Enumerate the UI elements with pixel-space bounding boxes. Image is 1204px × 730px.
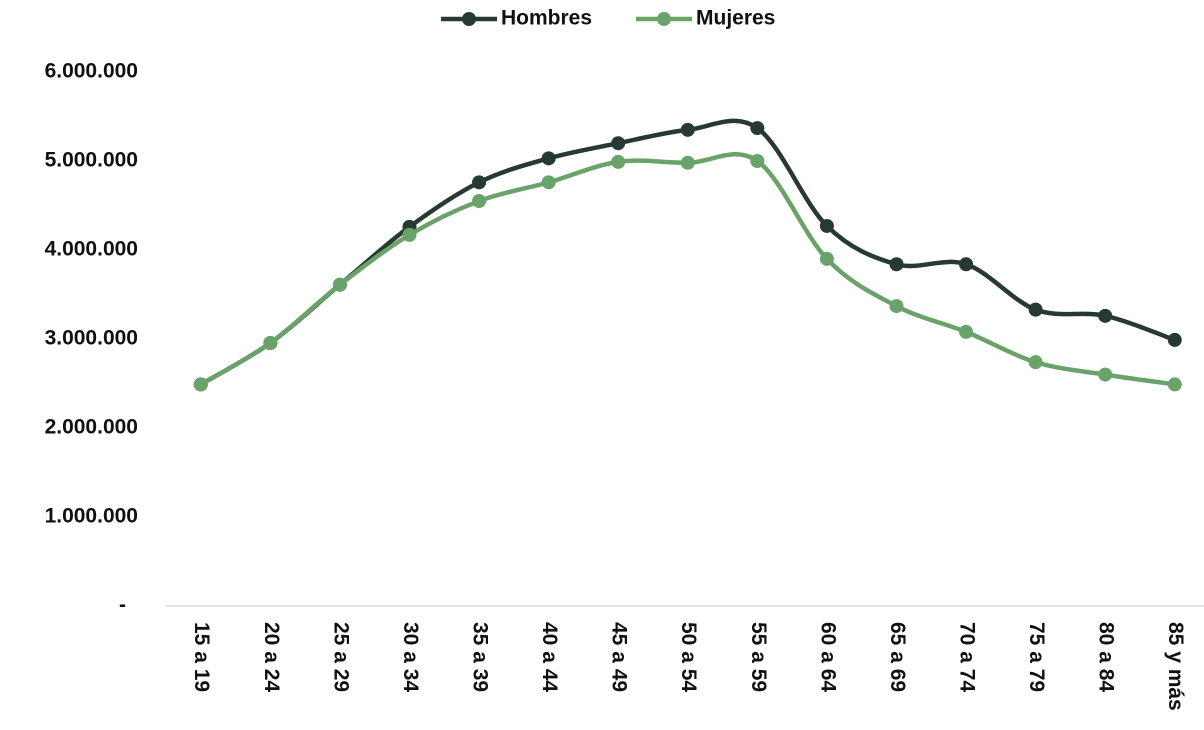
data-point (541, 151, 556, 166)
data-point (332, 277, 347, 292)
data-point (1167, 332, 1182, 347)
data-point (611, 154, 626, 169)
y-tick-label: 5.000.000 (45, 149, 138, 172)
data-point (1028, 302, 1043, 317)
y-tick-label: 3.000.000 (45, 327, 138, 350)
data-point (959, 324, 974, 339)
data-point (611, 136, 626, 151)
x-tick-label: 55 a 59 (747, 622, 770, 692)
data-point (680, 155, 695, 170)
data-point (750, 154, 765, 168)
data-point (1028, 355, 1043, 370)
x-tick-label: 15 a 19 (190, 622, 213, 692)
x-tick-label: 35 a 39 (469, 622, 492, 692)
data-point (959, 257, 974, 272)
data-point (1098, 308, 1113, 323)
x-tick-label: 85 y más (1164, 622, 1187, 711)
data-point (472, 194, 487, 209)
data-point (680, 122, 695, 137)
x-tick-label: 75 a 79 (1025, 622, 1048, 692)
x-tick-label: 45 a 49 (608, 622, 631, 692)
data-point (263, 336, 278, 351)
x-tick-label: 30 a 34 (399, 622, 422, 692)
data-point (472, 175, 487, 190)
data-point (1167, 377, 1182, 392)
data-point (541, 175, 556, 190)
y-tick-label: 2.000.000 (45, 416, 138, 439)
data-point (1098, 367, 1113, 382)
x-tick-label: 20 a 24 (260, 622, 283, 692)
data-point (889, 257, 904, 272)
x-tick-label: 70 a 74 (956, 622, 979, 692)
data-point (819, 251, 834, 266)
data-point (819, 218, 834, 233)
y-tick-label: 4.000.000 (45, 238, 138, 261)
legend-label: Mujeres (696, 7, 775, 30)
y-tick-label: - (119, 594, 126, 617)
legend-marker (657, 12, 671, 26)
x-tick-label: 50 a 54 (677, 622, 700, 692)
series-line (199, 152, 1176, 387)
x-tick-label: 40 a 44 (538, 622, 561, 692)
data-point (750, 121, 765, 136)
x-tick-label: 25 a 29 (329, 622, 352, 692)
y-tick-label: 1.000.000 (45, 505, 138, 528)
y-tick-label: 6.000.000 (45, 60, 138, 83)
x-tick-label: 65 a 69 (886, 622, 909, 692)
x-tick-label: 80 a 84 (1095, 622, 1118, 692)
data-point (193, 377, 208, 392)
legend-label: Hombres (501, 7, 592, 30)
data-point (402, 227, 417, 242)
data-point (889, 299, 904, 314)
legend-marker (462, 12, 476, 26)
x-tick-label: 60 a 64 (816, 622, 839, 692)
